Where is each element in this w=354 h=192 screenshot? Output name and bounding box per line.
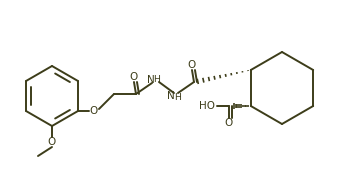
Text: O: O [188, 60, 196, 70]
Text: O: O [225, 118, 233, 128]
Text: O: O [90, 106, 98, 116]
Text: H: H [175, 93, 181, 102]
Text: O: O [130, 72, 138, 82]
Text: HO: HO [199, 101, 215, 111]
Text: H: H [154, 75, 160, 84]
Text: N: N [147, 75, 155, 85]
Text: N: N [167, 91, 175, 101]
Text: O: O [48, 137, 56, 147]
